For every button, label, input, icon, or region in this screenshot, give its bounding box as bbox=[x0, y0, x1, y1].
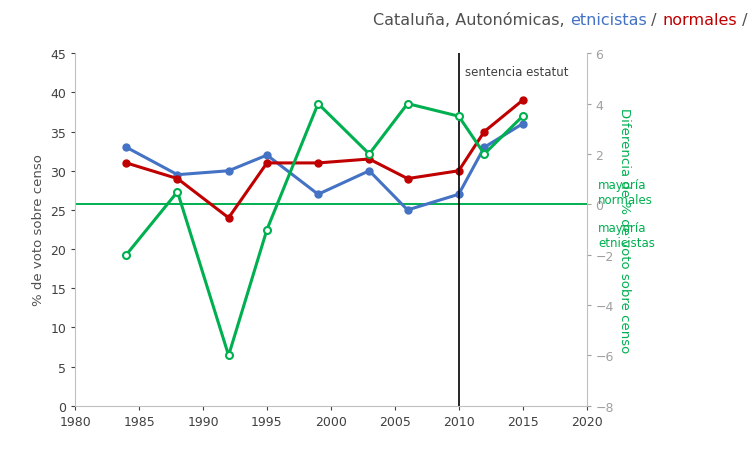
Y-axis label: % de voto sobre censo: % de voto sobre censo bbox=[32, 154, 44, 306]
Text: /: / bbox=[737, 13, 752, 28]
Text: Cataluña, Autonómicas,: Cataluña, Autonómicas, bbox=[373, 13, 570, 28]
Text: etnicistas: etnicistas bbox=[570, 13, 647, 28]
Text: mayoría
etnicistas: mayoría etnicistas bbox=[599, 221, 655, 249]
Y-axis label: Diferencia de % de voto sobre censo: Diferencia de % de voto sobre censo bbox=[617, 108, 631, 352]
Text: mayoría
normales: mayoría normales bbox=[599, 178, 653, 206]
Text: normales: normales bbox=[662, 13, 737, 28]
Text: sentencia estatut: sentencia estatut bbox=[465, 66, 569, 79]
Text: /: / bbox=[647, 13, 662, 28]
